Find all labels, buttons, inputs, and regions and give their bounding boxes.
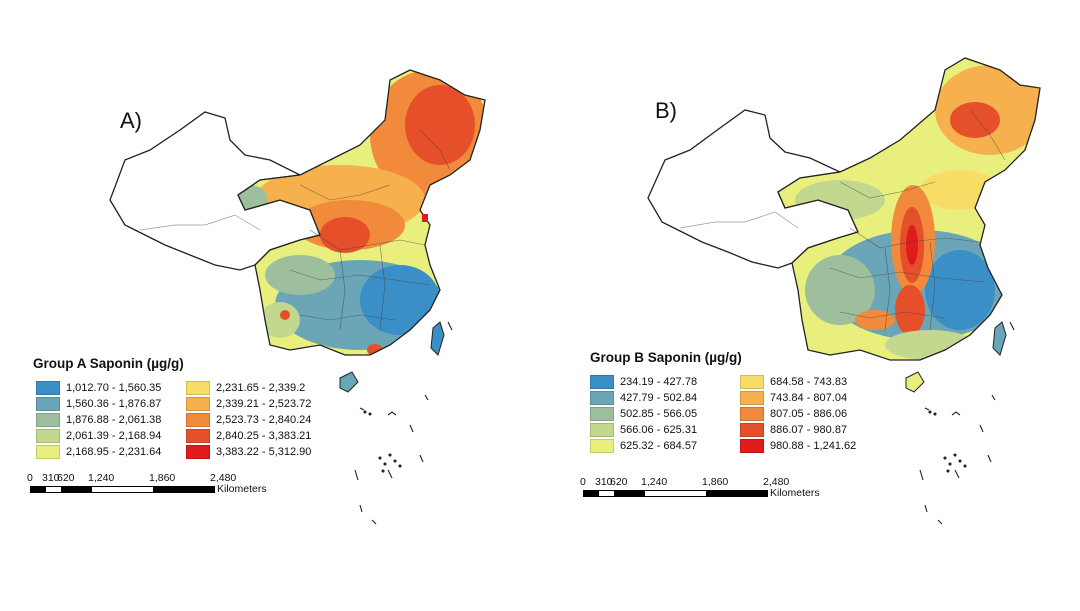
legend-swatch: [590, 423, 614, 437]
legend-range-label: 886.07 - 980.87: [770, 424, 848, 436]
legend-swatch: [590, 439, 614, 453]
map-panel-a: A) Group A Saponin (µg/g) 1,012.70 - 1,5…: [27, 69, 486, 525]
legend-range-label: 234.19 - 427.78: [620, 376, 698, 388]
legend-range-label: 3,383.22 - 5,312.90: [216, 446, 312, 458]
legend-item: 980.88 - 1,241.62: [740, 438, 890, 454]
legend-item: 625.32 - 684.57: [590, 438, 740, 454]
scale-tick-label: 2,480: [210, 472, 237, 484]
scale-tick-label: 1,240: [88, 472, 115, 484]
legend-item: 2,339.21 - 2,523.72: [186, 396, 336, 412]
legend-range-label: 684.58 - 743.83: [770, 376, 848, 388]
legend-swatch: [186, 445, 210, 459]
scale-unit-label: Kilometers: [217, 483, 267, 495]
legend-swatch: [740, 375, 764, 389]
legend-swatch: [590, 407, 614, 421]
scale-segment: [61, 487, 92, 492]
legend-item: 566.06 - 625.31: [590, 422, 740, 438]
legend-range-label: 2,061.39 - 2,168.94: [66, 430, 162, 442]
legend-range-label: 1,560.36 - 1,876.87: [66, 398, 162, 410]
scale-tick-label: 620: [610, 476, 628, 488]
legend-swatch: [36, 429, 60, 443]
scale-segment: [614, 491, 645, 496]
scale-tick-label: 1,860: [702, 476, 729, 488]
legend-item: 684.58 - 743.83: [740, 374, 890, 390]
scale-segment: [599, 491, 614, 496]
legend-swatch: [740, 423, 764, 437]
legend-range-label: 1,876.88 - 2,061.38: [66, 414, 162, 426]
scale-segment: [645, 491, 706, 496]
legend-item: 502.85 - 566.05: [590, 406, 740, 422]
legend-item: 743.84 - 807.04: [740, 390, 890, 406]
legend-range-label: 980.88 - 1,241.62: [770, 440, 857, 452]
legend-swatch: [590, 375, 614, 389]
legend-item: 2,061.39 - 2,168.94: [36, 428, 186, 444]
scale-tick-label: 0: [27, 472, 33, 484]
legend-swatch: [36, 397, 60, 411]
scale-bar: 0 310 620 1,240 1,860 2,480 Kilometers: [27, 472, 330, 495]
legend-range-label: 427.79 - 502.84: [620, 392, 698, 404]
legend-range-label: 625.32 - 684.57: [620, 440, 698, 452]
legend-range-label: 566.06 - 625.31: [620, 424, 698, 436]
legend-item: 2,840.25 - 3,383.21: [186, 428, 336, 444]
scale-segment: [584, 491, 599, 496]
legend-item: 1,012.70 - 1,560.35: [36, 380, 186, 396]
legend-range-label: 1,012.70 - 1,560.35: [66, 382, 162, 394]
scale-segment: [153, 487, 214, 492]
legend-item: 1,876.88 - 2,061.38: [36, 412, 186, 428]
legend-range-label: 2,168.95 - 2,231.64: [66, 446, 162, 458]
legend-range-label: 502.85 - 566.05: [620, 408, 698, 420]
legend: 234.19 - 427.78 684.58 - 743.83 427.79 - 5…: [590, 374, 890, 454]
panel-label: A): [120, 108, 142, 133]
legend-item: 2,168.95 - 2,231.64: [36, 444, 186, 460]
legend-range-label: 2,840.25 - 3,383.21: [216, 430, 312, 442]
legend-swatch: [740, 407, 764, 421]
legend-item: 886.07 - 980.87: [740, 422, 890, 438]
legend-range-label: 2,231.65 - 2,339.2: [216, 382, 306, 394]
legend-swatch: [740, 439, 764, 453]
legend-item: 2,523.73 - 2,840.24: [186, 412, 336, 428]
legend-swatch: [186, 429, 210, 443]
scale-tick-label: 1,860: [149, 472, 176, 484]
scale-unit-label: Kilometers: [770, 487, 820, 499]
scale-tick-label: 2,480: [763, 476, 790, 488]
scale-tick-label: 310: [595, 476, 613, 488]
legend: 1,012.70 - 1,560.35 2,231.65 - 2,339.2 1,5…: [36, 380, 336, 460]
scale-segment: [31, 487, 46, 492]
scale-tick-label: 0: [580, 476, 586, 488]
legend-item: 427.79 - 502.84: [590, 390, 740, 406]
scale-tick-label: 310: [42, 472, 60, 484]
scale-tick-label: 620: [57, 472, 75, 484]
legend-swatch: [590, 391, 614, 405]
legend-swatch: [186, 413, 210, 427]
scale-segment: [706, 491, 767, 496]
legend-swatch: [36, 381, 60, 395]
panel-label: B): [655, 98, 677, 123]
legend-range-label: 2,523.73 - 2,840.24: [216, 414, 312, 426]
legend-range-label: 2,339.21 - 2,523.72: [216, 398, 312, 410]
legend-range-label: 807.05 - 886.06: [770, 408, 848, 420]
legend-range-label: 743.84 - 807.04: [770, 392, 848, 404]
legend-item: 1,560.36 - 1,876.87: [36, 396, 186, 412]
legend-item: 2,231.65 - 2,339.2: [186, 380, 336, 396]
legend-title: Group A Saponin (µg/g): [33, 356, 184, 371]
map-panel-b: B) Group B Saponin (µg/g) 234.19 - 427.7…: [540, 0, 1080, 611]
legend-swatch: [36, 445, 60, 459]
china-map-a: [109, 69, 486, 525]
legend-title: Group B Saponin (µg/g): [590, 350, 742, 365]
legend-item: 807.05 - 886.06: [740, 406, 890, 422]
scale-bar: 0 310 620 1,240 1,860 2,480 Kilometers: [580, 476, 883, 499]
scale-segment: [92, 487, 153, 492]
china-map-b: [647, 57, 1041, 525]
scale-segment: [46, 487, 61, 492]
legend-swatch: [740, 391, 764, 405]
legend-swatch: [186, 397, 210, 411]
legend-item: 234.19 - 427.78: [590, 374, 740, 390]
scale-tick-label: 1,240: [641, 476, 668, 488]
legend-swatch: [186, 381, 210, 395]
legend-item: 3,383.22 - 5,312.90: [186, 444, 336, 460]
legend-swatch: [36, 413, 60, 427]
